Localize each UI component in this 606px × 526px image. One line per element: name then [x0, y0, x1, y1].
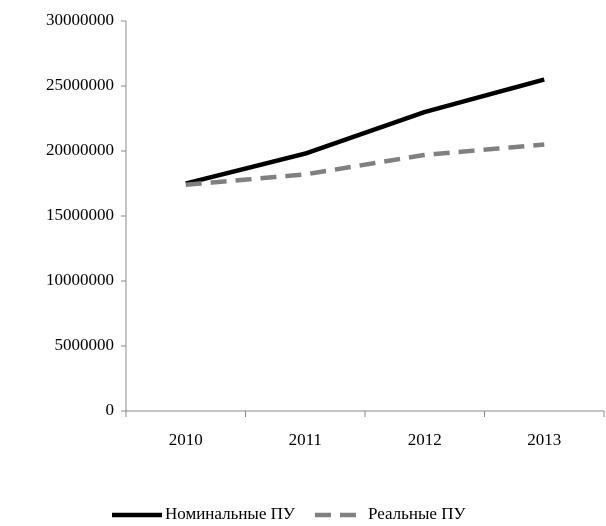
y-tick-label: 5000000 [55, 335, 115, 354]
y-tick-label: 0 [106, 400, 115, 419]
x-tick-label: 2013 [527, 430, 561, 449]
x-tick-label: 2012 [408, 430, 442, 449]
y-tick-label: 25000000 [46, 75, 114, 94]
legend-label: Реальные ПУ [368, 504, 467, 523]
y-tick-label: 30000000 [46, 10, 114, 29]
y-tick-label: 15000000 [46, 205, 114, 224]
y-tick-label: 20000000 [46, 140, 114, 159]
y-tick-label: 10000000 [46, 270, 114, 289]
x-tick-label: 2011 [289, 430, 322, 449]
series-line [185, 142, 545, 188]
series-line [185, 77, 545, 186]
x-tick-label: 2010 [169, 430, 203, 449]
legend-label: Номинальные ПУ [165, 504, 296, 523]
